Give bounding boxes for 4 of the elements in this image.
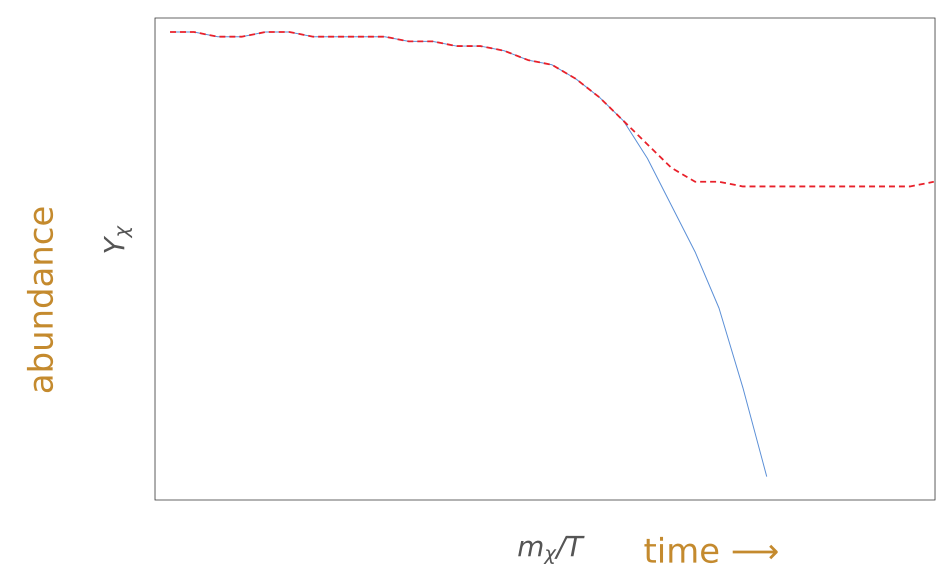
- x-axis-title: time ⟶: [644, 536, 778, 564]
- text: Y$_{χ}$: [104, 225, 132, 253]
- text: m$_{χ}$/T: [518, 536, 585, 564]
- y-axis-title: abundance: [26, 208, 54, 392]
